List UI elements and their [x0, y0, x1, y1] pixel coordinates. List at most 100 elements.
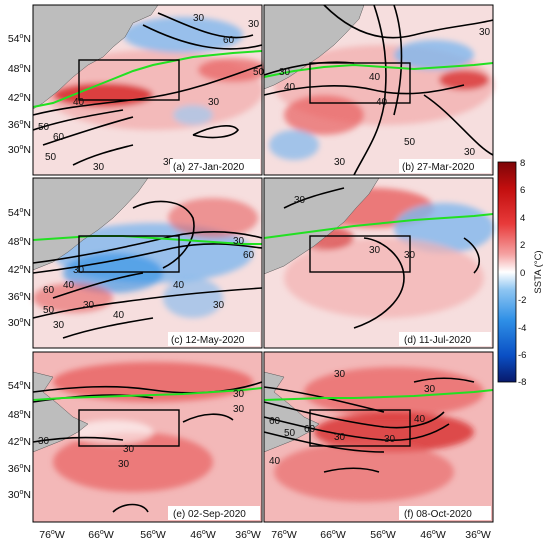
- contour-label: 60: [43, 285, 55, 296]
- svg-text:76oW: 76oW: [39, 529, 65, 541]
- contour-label: 30: [479, 27, 491, 38]
- contour-label: 30: [83, 300, 95, 311]
- contour-label: 30: [294, 195, 306, 206]
- contour-label: 40: [376, 97, 388, 108]
- contour-label: 40: [369, 72, 381, 83]
- contour-label: 30: [233, 236, 245, 247]
- colorbar: SSTA (°C) 8 6 4 2 0 -2 -4 -6 -8: [497, 158, 544, 388]
- svg-text:36oW: 36oW: [465, 529, 491, 541]
- panel-a: 30 60 30 50 40 50 60 30 50 30 30 (a) 27-…: [32, 4, 268, 176]
- panel-a-contours: [32, 12, 263, 166]
- contour-label: 50: [284, 428, 296, 439]
- panel-e-land: [32, 371, 89, 453]
- panel-f-green-line: [263, 389, 494, 401]
- svg-text:66oW: 66oW: [88, 529, 114, 541]
- colorbar-tick: 4: [520, 213, 525, 224]
- contour-label: 40: [414, 414, 426, 425]
- panel-a-label: (a) 27-Jan-2020: [173, 162, 245, 173]
- contour-label: 30: [404, 250, 416, 261]
- colorbar-tick: -4: [518, 323, 526, 334]
- contour-label: 30: [334, 157, 346, 168]
- panel-c: 30 60 40 30 60 30 40 30 40 30 50 (c) 12-…: [32, 177, 263, 349]
- contour-label: 40: [269, 456, 281, 467]
- contour-label: 30: [279, 67, 291, 78]
- svg-text:48oN: 48oN: [8, 236, 31, 248]
- svg-text:30oN: 30oN: [8, 489, 31, 501]
- svg-text:54oN: 54oN: [8, 207, 31, 219]
- svg-text:30oN: 30oN: [8, 144, 31, 156]
- svg-text:46oW: 46oW: [420, 529, 446, 541]
- contour-label: 60: [53, 132, 65, 143]
- svg-text:36oN: 36oN: [8, 119, 31, 131]
- contour-label: 60: [223, 35, 235, 46]
- contour-label: 30: [163, 157, 175, 168]
- panel-b-label: (b) 27-Mar-2020: [402, 162, 475, 173]
- svg-text:54oN: 54oN: [8, 33, 31, 45]
- panel-a-region-box: [78, 59, 180, 101]
- colorbar-gradient: [497, 161, 517, 383]
- panel-c-land: [32, 177, 149, 271]
- panel-f: 30 30 60 40 50 30 40 30 60 (f) 08-Oct-20…: [263, 351, 494, 523]
- contour-label: 50: [253, 67, 265, 78]
- panel-f-label: (f) 08-Oct-2020: [404, 509, 472, 520]
- panel-d-green-line: [263, 213, 494, 239]
- contour-label: 60: [304, 424, 316, 435]
- contour-label: 30: [233, 404, 245, 415]
- contour-label: 30: [369, 245, 381, 256]
- contour-label: 60: [269, 416, 281, 427]
- panel-e: 30 30 30 30 30 (e) 02-Sep-2020: [32, 351, 263, 523]
- svg-text:54oN: 54oN: [8, 380, 31, 392]
- contour-label: 40: [73, 97, 85, 108]
- contour-label: 30: [93, 162, 105, 173]
- contour-label: 30: [38, 436, 50, 447]
- panel-e-label-box: [168, 506, 260, 520]
- panel-f-anomaly-field: [274, 367, 484, 502]
- y-axis-labels-row3: 54oN 48oN 42oN 36oN 30oN: [8, 380, 31, 501]
- contour-label: 30: [118, 459, 130, 470]
- panel-d-contours: [283, 187, 480, 329]
- colorbar-tick: -8: [518, 377, 526, 388]
- panel-a-land: [32, 4, 159, 110]
- svg-text:56oW: 56oW: [140, 529, 166, 541]
- panel-c-green-line: [32, 235, 262, 245]
- contour-label: 30: [334, 432, 346, 443]
- contour-label: 30: [208, 97, 220, 108]
- contour-label: 30: [193, 13, 205, 24]
- svg-text:36oN: 36oN: [8, 291, 31, 303]
- y-axis-labels-row1: 54oN 48oN 42oN 36oN 30oN: [8, 33, 31, 156]
- contour-label: 30: [424, 384, 436, 395]
- panel-c-label: (c) 12-May-2020: [171, 335, 245, 346]
- svg-text:42oN: 42oN: [8, 436, 31, 448]
- panel-a-label-box: [170, 159, 260, 173]
- panel-c-region-box: [78, 235, 180, 273]
- panel-b-label-box: [399, 159, 491, 173]
- panel-f-contours: [263, 377, 475, 473]
- panel-f-land: [263, 371, 320, 453]
- contour-label: 50: [38, 122, 50, 133]
- panel-f-region-box: [309, 409, 411, 447]
- svg-text:36oW: 36oW: [235, 529, 261, 541]
- svg-text:30oN: 30oN: [8, 317, 31, 329]
- colorbar-tick: 0: [520, 268, 525, 279]
- x-axis-labels-right: 76oW 66oW 56oW 46oW 36oW: [271, 529, 491, 541]
- contour-label: 40: [63, 280, 75, 291]
- colorbar-tick: -2: [518, 295, 526, 306]
- svg-text:42oN: 42oN: [8, 92, 31, 104]
- contour-label: 30: [334, 369, 346, 380]
- x-axis-labels-left: 76oW 66oW 56oW 46oW 36oW: [39, 529, 261, 541]
- panel-e-green-line: [32, 387, 263, 401]
- panel-d-region-box: [309, 235, 411, 273]
- colorbar-tick: -6: [518, 350, 526, 361]
- contour-label: 30: [233, 389, 245, 400]
- colorbar-title: SSTA (°C): [533, 250, 544, 293]
- panel-d-label-box: [399, 332, 491, 346]
- contour-label: 30: [213, 300, 225, 311]
- colorbar-tick: 6: [520, 185, 525, 196]
- svg-text:46oW: 46oW: [190, 529, 216, 541]
- contour-label: 40: [173, 280, 185, 291]
- y-axis-labels-row2: 54oN 48oN 42oN 36oN 30oN: [8, 207, 31, 329]
- colorbar-tick: 2: [520, 240, 525, 251]
- contour-label: 40: [284, 82, 296, 93]
- svg-text:48oN: 48oN: [8, 63, 31, 75]
